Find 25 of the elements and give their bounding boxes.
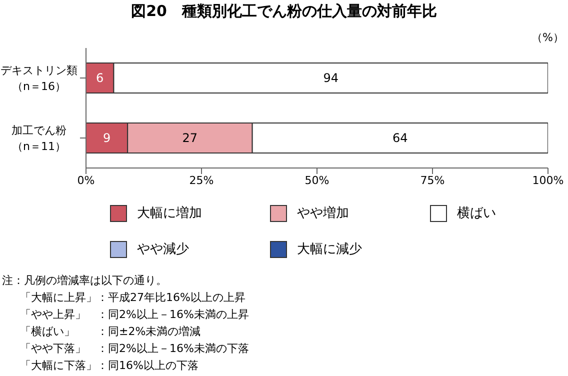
text: 「大幅に下落」：同16%以上の下落	[19, 358, 200, 374]
text: （%）	[532, 30, 564, 45]
text: 「大幅に上昇」：平成27年比16%以上の上昇	[19, 290, 246, 306]
y-tick-label: デキストリン類（n＝16）	[0, 64, 78, 93]
legend-label: やや増加	[296, 204, 350, 222]
text: 「やや上昇」 ：同2%以上－16%未満の上昇	[19, 307, 249, 323]
text: 「やや下落」 ：同2%以上－16%未満の下落	[19, 341, 249, 357]
x-tick-label: 100%	[532, 174, 564, 187]
data-label: 64	[392, 131, 408, 145]
legend-label: 大幅に増加	[136, 204, 203, 222]
data-label: 27	[182, 131, 198, 145]
x-tick-label: 50%	[304, 174, 330, 187]
x-tick-label: 75%	[420, 174, 445, 187]
data-label: 6	[96, 71, 104, 85]
x-tick-label: 0%	[77, 174, 95, 187]
x-tick-label: 25%	[189, 174, 214, 187]
legend-label: 大幅に減少	[296, 241, 363, 258]
text: 「横ばい」 ：同±2%未満の増減	[19, 324, 202, 340]
text: 注：凡例の増減率は以下の通り。	[2, 273, 168, 289]
data-label: 94	[323, 71, 338, 85]
y-tick-label: 加工でん粉（n＝11）	[12, 124, 66, 153]
data-label: 9	[102, 131, 111, 145]
chart-title: 図20 種類別化工でん粉の仕入量の対前年比	[130, 2, 438, 21]
legend-label: 横ばい	[456, 205, 497, 222]
legend-label: やや減少	[136, 241, 190, 258]
